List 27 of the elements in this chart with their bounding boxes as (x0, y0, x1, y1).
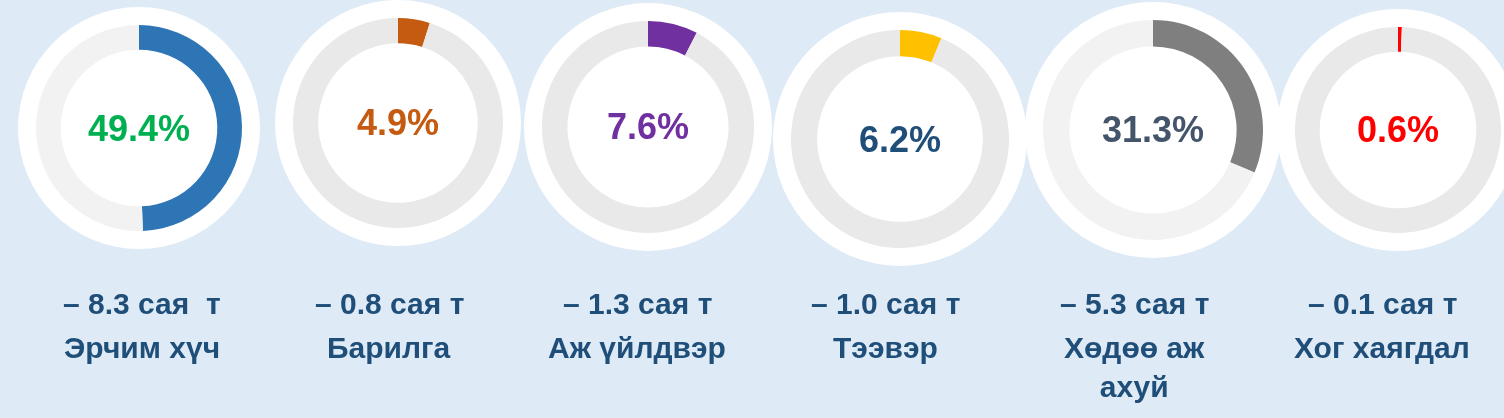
donut-slice (293, 18, 503, 228)
text: Эрчим хүч (64, 331, 221, 364)
text: – 5.3 сая т (1060, 287, 1210, 320)
data-label: 7.6% (607, 106, 690, 147)
text: Хөдөө аж ахуй (1064, 331, 1206, 403)
donut-slice (398, 18, 430, 47)
text: Хог хаягдал (1294, 331, 1470, 364)
data-label: 6.2% (859, 119, 942, 160)
text: Тээвэр (833, 331, 938, 364)
donut-slice (542, 21, 754, 233)
text: – 0.1 сая т (1308, 287, 1458, 320)
donut-slice (791, 30, 1009, 248)
text: – 0.8 сая т (315, 287, 465, 320)
donut-slice (900, 30, 942, 63)
data-label: 4.9% (357, 102, 440, 143)
text: – 1.3 сая т (563, 287, 713, 320)
donut-slice (1043, 20, 1255, 240)
text: – 1.0 сая т (811, 287, 961, 320)
donut-slice (1398, 27, 1402, 52)
data-label: 49.4% (88, 108, 191, 149)
donut-slice (1295, 27, 1501, 233)
text: Барилга (327, 331, 451, 364)
donut-slice (648, 21, 697, 56)
text: Аж үйлдвэр (548, 331, 726, 364)
text: – 8.3 сая т (63, 287, 221, 320)
data-label: 0.6% (1357, 109, 1440, 150)
data-label: 31.3% (1102, 109, 1205, 150)
